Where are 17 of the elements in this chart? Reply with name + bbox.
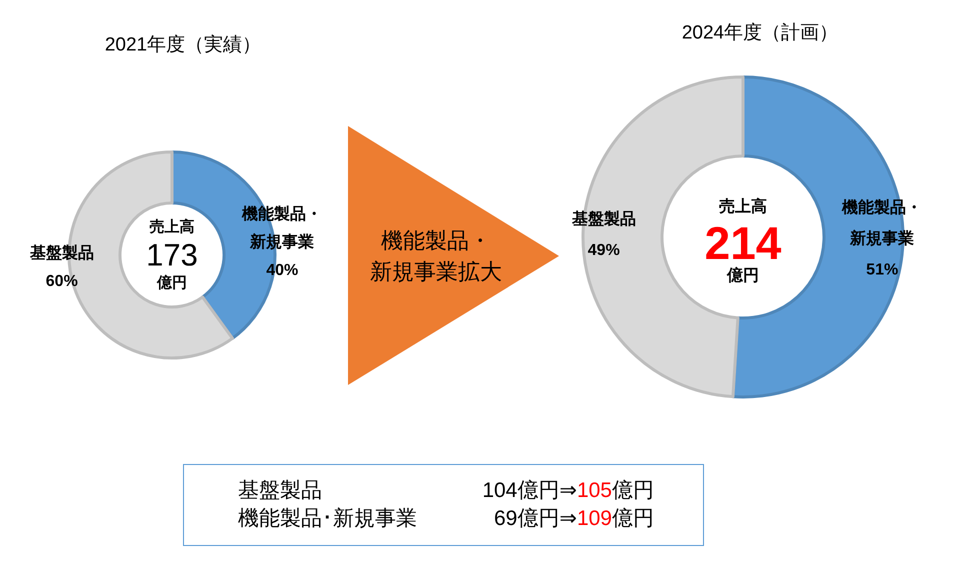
data-label: 49% bbox=[588, 242, 620, 259]
slice-label: 基盤製品 bbox=[28, 244, 94, 262]
text: 億円 bbox=[156, 274, 187, 292]
text: 104億円⇒105億円 bbox=[482, 478, 654, 504]
text: 基盤製品 bbox=[238, 478, 322, 504]
text: 173 bbox=[146, 238, 198, 272]
text: 機能製品･新規事業 bbox=[238, 506, 417, 532]
data-label: 60% bbox=[46, 273, 78, 290]
text: 機能製品・新規事業拡大 bbox=[370, 227, 502, 286]
chart-title: 2021年度（実績） bbox=[104, 34, 262, 56]
chart-title: 2024年度（計画） bbox=[682, 22, 838, 44]
slice-label: 基盤製品 bbox=[570, 210, 636, 228]
text: 売上高 bbox=[719, 196, 767, 216]
data-label: 51% bbox=[866, 262, 898, 279]
text: 69億円⇒109億円 bbox=[494, 506, 654, 532]
text: 億円 bbox=[726, 266, 759, 284]
text: 売上高 bbox=[150, 218, 194, 236]
